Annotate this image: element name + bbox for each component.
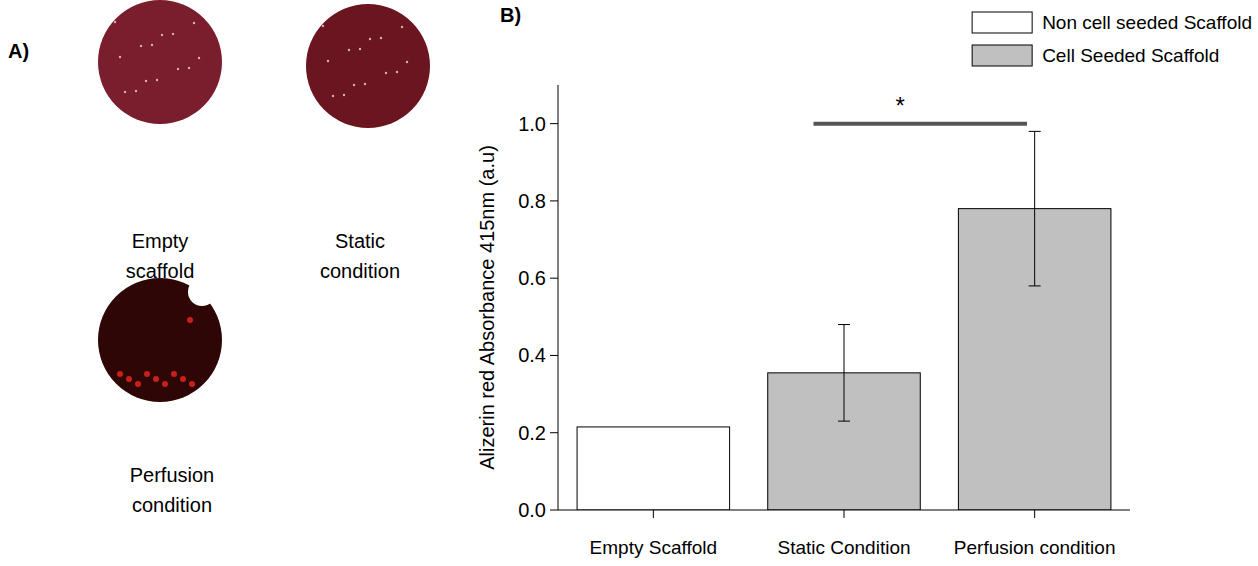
texture-dot <box>327 60 329 62</box>
y-tick-label: 0.4 <box>518 344 546 366</box>
stain-spot <box>187 317 193 323</box>
error-line <box>1034 131 1035 286</box>
legend-swatch <box>972 12 1032 33</box>
caption-line: Static <box>335 230 385 252</box>
stain-spot <box>117 371 123 377</box>
error-bar <box>1029 131 1041 286</box>
texture-dot <box>406 61 408 63</box>
texture-dot <box>348 49 350 51</box>
y-axis <box>558 85 559 510</box>
panel-label: B) <box>500 4 521 26</box>
error-cap <box>838 421 850 422</box>
caption-line: Empty <box>132 230 189 252</box>
y-tick-label: 0.8 <box>518 190 546 212</box>
texture-dot <box>401 26 403 28</box>
x-tick-label: Perfusion condition <box>954 537 1116 558</box>
caption-line: condition <box>320 260 400 282</box>
texture-dot <box>369 38 371 40</box>
caption-line: condition <box>132 494 212 516</box>
x-tick <box>653 510 654 518</box>
legend-label: Cell Seeded Scaffold <box>1042 45 1219 66</box>
image-caption: Emptyscaffold <box>126 230 195 282</box>
texture-dot <box>396 71 398 73</box>
y-tick-label: 1.0 <box>518 113 546 135</box>
legend-swatch <box>972 45 1032 66</box>
texture-dot <box>114 21 116 23</box>
stain-spot <box>189 381 195 387</box>
caption-line: Perfusion <box>130 464 215 486</box>
texture-dot <box>124 91 126 93</box>
texture-dot <box>151 44 153 46</box>
y-tick <box>550 123 558 124</box>
bars <box>577 131 1111 510</box>
texture-dot <box>322 25 324 27</box>
x-tick-label: Static Condition <box>777 537 910 558</box>
error-cap <box>1029 285 1041 286</box>
texture-dot <box>198 57 200 59</box>
legend-label: Non cell seeded Scaffold <box>1042 12 1252 33</box>
scaffold-disc <box>306 4 430 128</box>
scaffold-image <box>98 278 222 402</box>
scaffold-disc <box>98 278 222 402</box>
bar <box>577 427 730 510</box>
x-tick <box>844 510 845 518</box>
image-caption: Static condition <box>320 230 400 282</box>
texture-dot <box>161 34 163 36</box>
y-tick <box>550 510 558 511</box>
y-axis-title: Alizerin red Absorbance 415nm (a.u) <box>476 145 498 470</box>
error-cap <box>838 324 850 325</box>
image-caption: Perfusion condition <box>130 464 215 516</box>
scaffold-image <box>306 4 430 128</box>
stain-spot <box>171 371 177 377</box>
texture-dot <box>156 79 158 81</box>
texture-dot <box>172 33 174 35</box>
texture-dot <box>119 56 121 58</box>
scaffold-image <box>98 0 222 124</box>
x-tick-label: Empty Scaffold <box>590 537 717 558</box>
significance-bar <box>813 122 1027 126</box>
texture-dot <box>193 22 195 24</box>
x-tick <box>1034 510 1035 518</box>
panel-label: A) <box>8 40 29 62</box>
texture-dot <box>188 67 190 69</box>
y-tick-label: 0.6 <box>518 267 546 289</box>
y-tick-label: 0.0 <box>518 499 546 521</box>
error-line <box>844 325 845 422</box>
texture-dot <box>343 94 345 96</box>
scaffold-notch <box>188 278 216 306</box>
texture-dot <box>353 84 355 86</box>
texture-dot <box>364 83 366 85</box>
legend: Non cell seeded Scaffold Cell Seeded Scaf… <box>972 12 1252 66</box>
significance-label: * <box>896 92 905 119</box>
texture-dot <box>135 90 137 92</box>
texture-dot <box>380 37 382 39</box>
texture-dot <box>385 72 387 74</box>
texture-dot <box>332 95 334 97</box>
texture-dot <box>359 48 361 50</box>
figure: A) Emptyscaffold Static condition Perfusion c… <box>0 0 1258 566</box>
stain-spot <box>135 381 141 387</box>
stain-spot <box>162 381 168 387</box>
y-tick <box>550 200 558 201</box>
y-tick <box>550 355 558 356</box>
scaffold-disc <box>98 0 222 124</box>
y-tick <box>550 278 558 279</box>
texture-dot <box>177 68 179 70</box>
stain-spot <box>180 376 186 382</box>
y-tick-label: 0.2 <box>518 422 546 444</box>
y-tick <box>550 432 558 433</box>
stain-spot <box>153 376 159 382</box>
texture-dot <box>145 80 147 82</box>
error-bar <box>838 325 850 422</box>
error-cap <box>1029 131 1041 132</box>
stain-spot <box>126 376 132 382</box>
texture-dot <box>140 45 142 47</box>
stain-spot <box>144 371 150 377</box>
